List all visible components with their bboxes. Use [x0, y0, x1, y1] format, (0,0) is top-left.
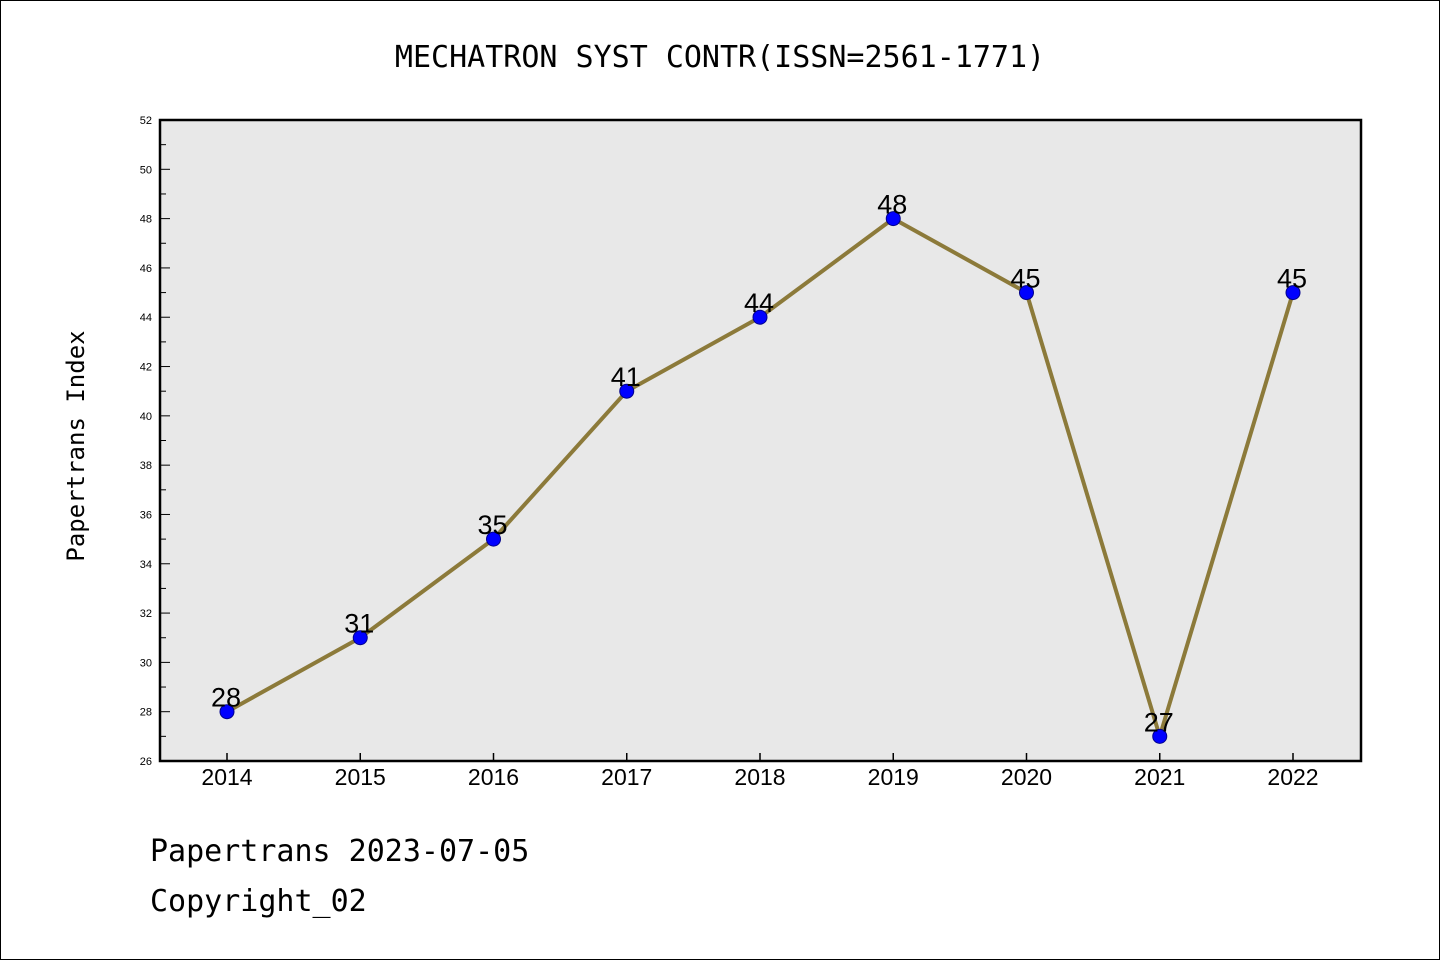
data-point — [1285, 285, 1301, 301]
y-tick-label: 52 — [140, 115, 152, 127]
y-tick-label: 34 — [140, 559, 152, 571]
data-label: 31 — [344, 609, 374, 639]
data-point — [486, 531, 501, 547]
y-tick-label: 38 — [140, 460, 152, 472]
x-tick-label: 2016 — [468, 764, 519, 790]
chart-title: MECHATRON SYST CONTR(ISSN=2561-1771) — [395, 40, 1045, 75]
y-tick-label: 36 — [140, 509, 152, 521]
data-label: 28 — [211, 683, 241, 713]
data-label: 45 — [1010, 264, 1040, 294]
footer-copyright: Copyright_02 — [150, 884, 367, 919]
y-tick-label: 30 — [140, 657, 152, 669]
series-group: 28 31 35 41 44 48 45 27 45 — [211, 190, 1307, 744]
y-tick-label: 28 — [140, 707, 152, 719]
data-point — [1019, 285, 1034, 301]
x-tick-label: 2022 — [1267, 764, 1318, 790]
data-point — [619, 383, 635, 399]
x-tick-label: 2021 — [1134, 764, 1185, 790]
data-label: 45 — [1277, 264, 1307, 294]
x-tick-label: 2018 — [734, 764, 785, 790]
y-tick-label: 48 — [140, 214, 152, 226]
data-point — [885, 211, 901, 227]
y-tick-label: 42 — [140, 362, 152, 374]
y-tick-label: 46 — [140, 263, 152, 275]
y-tick-label: 50 — [140, 164, 152, 176]
data-point — [1152, 728, 1168, 744]
data-label: 44 — [744, 288, 774, 318]
x-tick-label: 2020 — [1001, 764, 1052, 790]
x-tick-label: 2017 — [601, 764, 652, 790]
y-axis-label: Papertrans Index — [62, 330, 90, 561]
plot-area — [158, 118, 1363, 763]
y-tick-label: 40 — [140, 411, 152, 423]
footer-date: Papertrans 2023-07-05 — [150, 834, 530, 869]
y-tick-label: 44 — [140, 312, 152, 324]
data-point — [219, 704, 235, 720]
data-label: 35 — [477, 510, 507, 540]
y-axis: 26 28 30 32 34 36 38 40 42 44 46 48 50 52 — [140, 115, 170, 768]
x-tick-label: 2015 — [335, 764, 386, 790]
y-tick-label: 26 — [140, 756, 152, 768]
data-point — [352, 630, 368, 646]
y-tick-label: 32 — [140, 608, 152, 620]
x-tick-label: 2014 — [201, 764, 252, 790]
x-tick-label: 2019 — [868, 764, 919, 790]
data-point — [752, 309, 768, 325]
data-label: 27 — [1144, 707, 1174, 737]
data-label: 41 — [611, 362, 641, 392]
x-axis: 2014 2015 2016 2017 2018 2019 2020 2021 2022 — [201, 753, 1319, 790]
data-label: 48 — [877, 190, 907, 220]
